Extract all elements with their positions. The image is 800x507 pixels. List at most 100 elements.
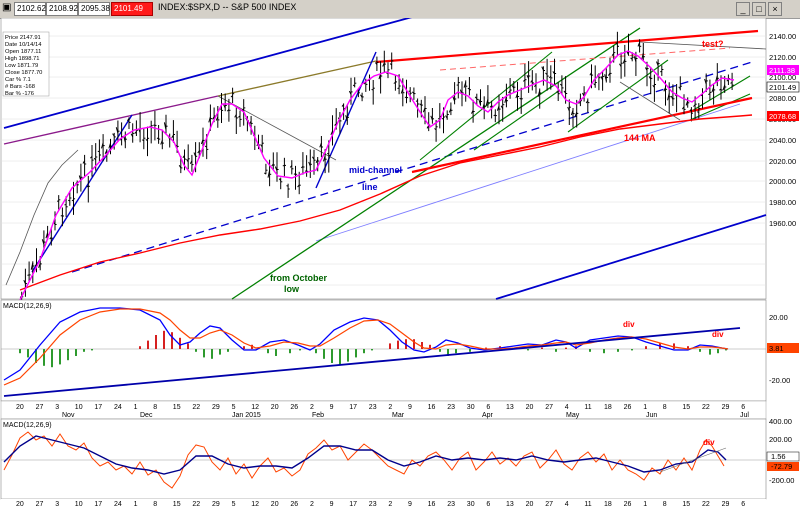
x-axis-day-label: 11: [584, 404, 591, 411]
maximize-icon[interactable]: □: [752, 2, 766, 16]
x-axis-month-label: Jul: [740, 412, 749, 419]
x-axis-day-label: 22: [192, 501, 200, 507]
chart-menu-icon[interactable]: ▣: [2, 2, 12, 13]
macd1-histogram-bar: [541, 347, 543, 349]
macd1-histogram-bar: [179, 337, 181, 349]
macd1-histogram-bar: [363, 349, 365, 354]
ohlc-open-tick: [286, 185, 289, 187]
macd1-histogram-bar: [617, 349, 619, 352]
ohlc-open-tick: [397, 87, 400, 89]
ohlc-open-tick: [656, 61, 659, 66]
ohlc-open-tick: [393, 81, 396, 84]
ohlc-open-tick: [648, 76, 652, 80]
macd1-histogram-bar: [35, 349, 37, 363]
x-axis-day-label: 29: [722, 501, 730, 507]
ohlc-open-tick: [230, 95, 233, 98]
ohlc-open-tick: [23, 279, 26, 284]
macd1-trendline: [3, 327, 741, 397]
x-axis-day-label: 1: [643, 501, 647, 507]
ohlc-open-tick: [334, 123, 337, 126]
price-axis-label: 2100.00: [769, 73, 796, 82]
ohlc-open-tick: [478, 99, 481, 106]
ohlc-open-tick: [315, 159, 319, 164]
x-axis-day-label: 20: [16, 501, 24, 507]
ohlc-open-tick: [548, 75, 552, 79]
x-axis-day-label: 13: [506, 501, 514, 507]
ohlc-open-tick: [471, 110, 474, 114]
ohlc-open-tick: [45, 232, 49, 239]
ohlc-open-tick: [448, 108, 452, 113]
x-axis-day-label: 15: [682, 404, 690, 411]
ohlc-open-tick: [611, 53, 615, 56]
ohlc-open-tick: [300, 166, 304, 169]
ohlc-open-tick: [271, 163, 274, 167]
ohlc-open-tick: [289, 165, 293, 168]
ohlc-open-tick: [200, 139, 204, 145]
price-box-3: 2095.38: [78, 2, 110, 16]
ohlc-open-tick: [319, 142, 322, 148]
x-axis-2-labels: 20 27 3 10 17 24 1 8 15 22 29 5 12 20 26 2 9 17 23 2 9 16 23 30…: [16, 501, 745, 507]
ohlc-open-tick: [504, 96, 507, 103]
x-axis-day-label: 15: [682, 501, 690, 507]
info-line: Open 1877.11: [5, 49, 41, 55]
ohlc-open-tick: [93, 157, 97, 161]
trendline-green-5: [689, 75, 751, 113]
x-axis-day-label: 20: [16, 404, 24, 411]
ohlc-open-tick: [197, 150, 200, 154]
mid-channel-label: mid-channel: [349, 165, 402, 175]
x-axis-day-label: 8: [663, 404, 667, 411]
trendline-gray-2: [619, 81, 681, 121]
ohlc-open-tick: [108, 143, 111, 149]
x-axis-day-label: 23: [447, 501, 455, 507]
price-axis-label: 2140.00: [769, 32, 796, 41]
ohlc-open-tick: [667, 93, 670, 101]
ohlc-open-tick: [115, 127, 119, 134]
mid-channel-line: [71, 61, 753, 273]
line-label: line: [362, 182, 378, 192]
macd1-histogram-bar: [673, 343, 675, 349]
macd1-histogram-bar: [243, 346, 245, 349]
ohlc-open-tick: [704, 78, 707, 85]
ohlc-open-tick: [304, 170, 307, 172]
ohlc-open-tick: [445, 115, 448, 119]
ohlc-open-tick: [27, 274, 30, 276]
trendline-gray-3: [5, 149, 79, 286]
minimize-icon[interactable]: _: [736, 2, 750, 16]
ohlc-open-tick: [681, 106, 685, 110]
x-axis-day-label: 17: [349, 404, 357, 411]
close-icon[interactable]: ×: [768, 2, 782, 16]
ohlc-open-tick: [49, 237, 52, 240]
x-axis-day-label: 6: [741, 501, 745, 507]
info-line: Date 10/14/14: [5, 42, 42, 48]
macd1-histogram-bar: [371, 349, 373, 351]
ohlc-open-tick: [134, 131, 137, 134]
ohlc-open-tick: [112, 133, 115, 137]
ma-fast-line: [19, 50, 735, 301]
trendline-green-october: [231, 27, 641, 300]
macd1-histogram-bar: [429, 344, 431, 349]
ohlc-open-tick: [311, 156, 315, 160]
macd1-histogram-bar: [709, 349, 711, 355]
macd1-histogram-bar: [347, 349, 349, 362]
ohlc-open-tick: [293, 173, 296, 175]
trendline-blue-2: [315, 51, 377, 189]
ohlc-open-tick: [522, 79, 526, 82]
macd1-histogram-bar: [91, 349, 93, 351]
macd1-histogram-bar: [323, 349, 325, 359]
ohlc-open-tick: [541, 66, 544, 71]
macd1-histogram-bar: [631, 349, 633, 351]
info-line: # Bars -168: [5, 84, 35, 90]
ohlc-open-tick: [274, 166, 278, 172]
ohlc-open-tick: [630, 57, 633, 60]
ohlc-open-tick: [389, 63, 393, 66]
ohlc-open-tick: [563, 90, 567, 94]
x-axis-day-label: 11: [584, 501, 591, 507]
x-axis-day-label: 27: [545, 501, 553, 507]
ohlc-open-tick: [212, 116, 215, 120]
macd1-histogram-bar: [219, 349, 221, 355]
x-axis-day-label: 9: [330, 404, 334, 411]
price-axis-label: 2080.00: [769, 94, 796, 103]
ohlc-open-tick: [226, 109, 230, 112]
